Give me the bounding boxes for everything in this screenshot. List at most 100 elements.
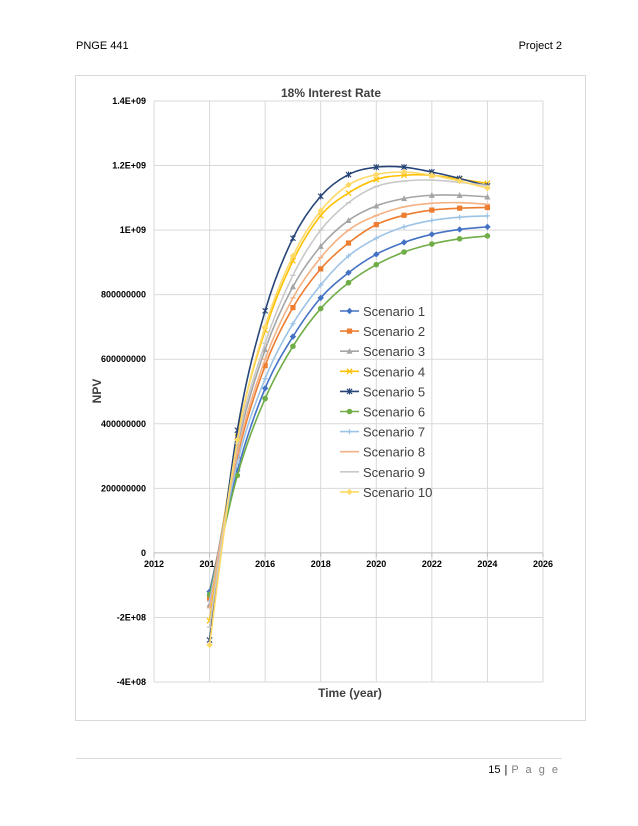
legend-label: Scenario 7 — [363, 425, 425, 440]
y-tick-label: 1.2E+09 — [112, 161, 146, 171]
legend-label: Scenario 8 — [363, 445, 425, 460]
data-point — [429, 217, 435, 224]
legend-marker — [346, 429, 353, 435]
data-point — [262, 307, 269, 314]
data-point — [290, 304, 296, 311]
legend-label: Scenario 9 — [363, 465, 425, 480]
y-tick-label: 200000000 — [101, 483, 146, 493]
legend-label: Scenario 1 — [363, 304, 425, 319]
legend-label: Scenario 10 — [363, 485, 432, 500]
data-point — [345, 189, 352, 197]
data-point — [456, 226, 463, 233]
page-number: 15 — [488, 764, 501, 776]
legend-marker — [346, 388, 353, 395]
x-tick-label: 2024 — [477, 559, 497, 569]
legend-marker — [346, 307, 353, 315]
data-point — [262, 375, 268, 382]
data-point — [262, 363, 268, 369]
data-point — [373, 202, 380, 209]
footer-separator: | — [504, 764, 508, 776]
data-point — [262, 395, 268, 402]
y-tick-label: -2E+08 — [117, 612, 146, 622]
data-point — [457, 214, 463, 220]
data-point — [373, 171, 380, 178]
y-tick-label: 600000000 — [101, 354, 146, 364]
legend-marker — [346, 408, 353, 415]
header-project: Project 2 — [518, 40, 562, 52]
data-point — [401, 172, 408, 179]
y-tick-label: 800000000 — [101, 290, 146, 300]
data-point — [429, 207, 435, 213]
legend-marker — [346, 368, 353, 375]
data-point — [206, 641, 213, 649]
data-point — [429, 241, 435, 247]
data-point — [373, 251, 380, 258]
series-line — [208, 226, 488, 592]
y-tick-label: 1E+09 — [120, 225, 146, 235]
data-point — [373, 261, 380, 268]
data-point — [401, 249, 407, 255]
data-point — [456, 236, 463, 242]
y-tick-label: 1.4E+09 — [112, 96, 146, 106]
data-point — [401, 212, 407, 218]
data-point — [484, 204, 491, 211]
data-point — [373, 235, 379, 241]
data-point — [457, 205, 463, 211]
data-point — [401, 195, 408, 202]
data-point — [456, 192, 463, 198]
data-point — [317, 243, 324, 249]
data-point — [234, 436, 241, 444]
data-point — [289, 283, 296, 290]
data-point — [400, 239, 408, 246]
legend-label: Scenario 4 — [363, 364, 425, 379]
page-word: P a g e — [511, 764, 560, 776]
data-point — [317, 294, 324, 302]
data-point — [345, 217, 352, 224]
data-point — [234, 472, 241, 479]
series-line — [208, 206, 488, 599]
data-point — [317, 193, 324, 200]
data-point — [401, 224, 407, 230]
data-point — [484, 184, 491, 192]
data-point — [289, 333, 297, 340]
series-line — [208, 165, 488, 641]
data-point — [317, 207, 324, 214]
data-point — [484, 223, 491, 231]
data-point — [484, 193, 491, 200]
x-axis-title: Time (year) — [318, 686, 382, 700]
data-point — [289, 235, 296, 242]
data-point — [345, 253, 352, 259]
data-point — [345, 269, 352, 276]
data-point — [345, 181, 352, 189]
data-point — [373, 176, 380, 183]
page-footer: 15 | P a g e — [488, 764, 560, 776]
data-point — [428, 231, 436, 238]
x-tick-label: 2018 — [311, 559, 331, 569]
data-point — [484, 213, 491, 219]
series-line — [208, 201, 488, 608]
data-point — [262, 346, 269, 353]
legend-label: Scenario 3 — [363, 344, 425, 359]
data-point — [261, 323, 269, 331]
data-point — [428, 172, 436, 179]
legend-label: Scenario 2 — [363, 324, 425, 339]
data-point — [484, 233, 491, 239]
data-point — [428, 192, 435, 198]
x-tick-label: 2012 — [144, 559, 164, 569]
data-point — [373, 164, 380, 171]
footer-rule — [76, 758, 562, 759]
data-point — [261, 385, 269, 392]
data-point — [345, 279, 352, 286]
y-tick-label: 400000000 — [101, 419, 146, 429]
header-course: PNGE 441 — [76, 40, 129, 52]
data-point — [456, 177, 463, 185]
data-point — [290, 321, 296, 327]
data-point — [318, 266, 324, 272]
data-point — [289, 252, 297, 260]
series-line — [208, 194, 488, 605]
data-point — [318, 282, 324, 288]
data-point — [317, 305, 324, 312]
y-tick-label: -4E+08 — [117, 677, 146, 687]
y-tick-label: 0 — [141, 548, 146, 558]
